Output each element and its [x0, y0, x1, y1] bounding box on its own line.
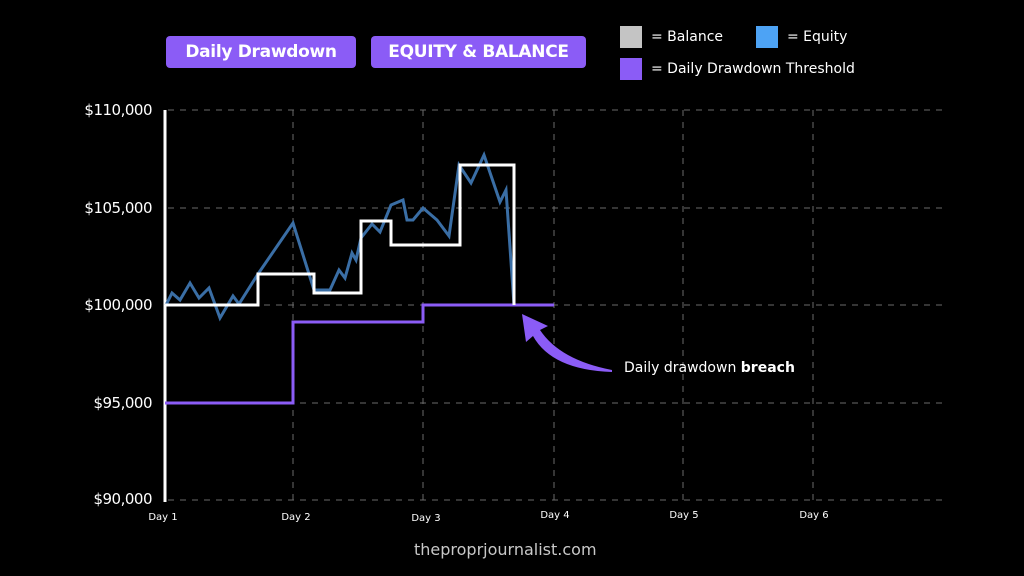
y-tick-90000: $90,000 — [93, 490, 152, 508]
equity-balance-tag: EQUITY & BALANCE — [371, 36, 586, 68]
breach-arrow-icon — [522, 314, 612, 372]
legend-equity-label: = Equity — [787, 29, 848, 45]
equity-line — [164, 150, 516, 322]
x-tick-day2: Day 2 — [281, 512, 311, 523]
threshold-line — [165, 303, 554, 405]
y-tick-95000: $95,000 — [93, 394, 152, 412]
legend-balance-label: = Balance — [651, 29, 724, 45]
balance-swatch-icon — [620, 26, 642, 48]
y-tick-100000: $100,000 — [84, 296, 152, 314]
breach-annotation: Daily drawdown breach — [624, 360, 795, 376]
x-tick-day4: Day 4 — [540, 510, 570, 521]
equity-swatch-icon — [756, 26, 778, 48]
y-tick-110000: $110,000 — [84, 101, 152, 119]
footer-site: theproprjournalist.com — [414, 540, 597, 559]
x-tick-day6: Day 6 — [799, 510, 829, 521]
y-tick-105000: $105,000 — [84, 199, 152, 217]
breach-annotation-text: Daily drawdown — [624, 360, 741, 376]
grid-lines — [168, 109, 945, 501]
x-tick-day5: Day 5 — [669, 510, 699, 521]
x-tick-day1: Day 1 — [148, 512, 178, 523]
legend-balance: = Balance — [620, 26, 723, 48]
breach-annotation-emphasis: breach — [740, 360, 795, 376]
legend-threshold-label: = Daily Drawdown Threshold — [651, 61, 855, 77]
threshold-swatch-icon — [620, 58, 642, 80]
x-tick-day3: Day 3 — [411, 513, 441, 524]
legend-threshold: = Daily Drawdown Threshold — [620, 58, 855, 80]
balance-line — [165, 163, 516, 307]
legend-equity: = Equity — [756, 26, 847, 48]
daily-drawdown-tag: Daily Drawdown — [166, 36, 356, 68]
